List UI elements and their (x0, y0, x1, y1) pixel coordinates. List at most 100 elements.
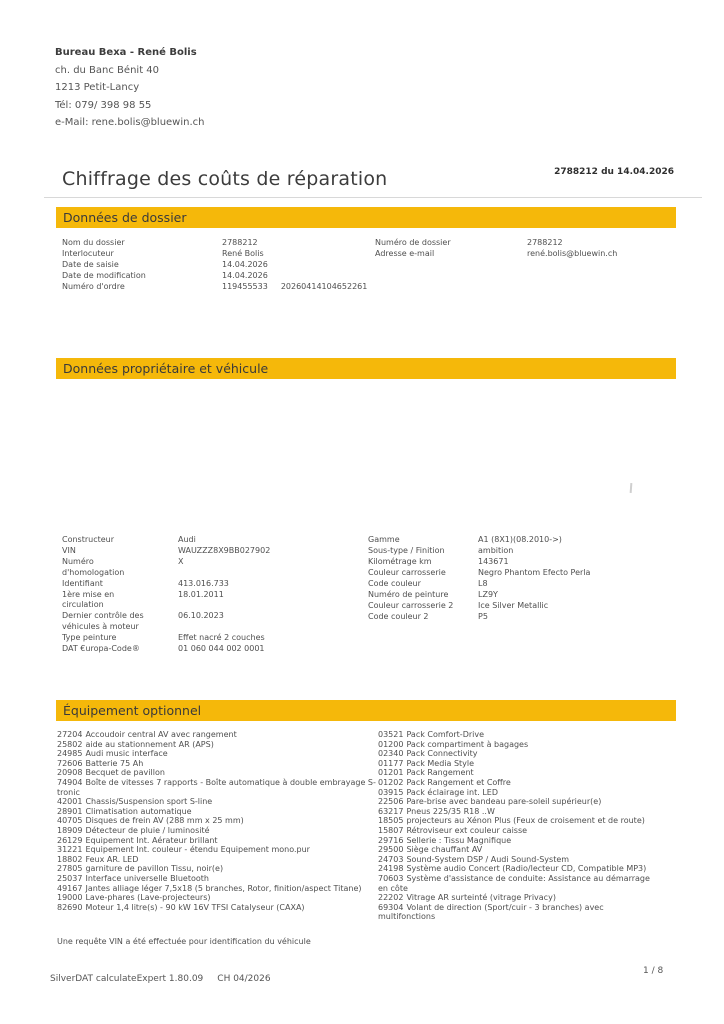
field-row: Code couleur L8 (368, 579, 668, 590)
field-row: Adresse e-mail rené.bolis@bluewin.ch (375, 249, 675, 260)
equipment-code: 69304 (378, 902, 404, 912)
field-value-secondary: 20260414104652261 (280, 282, 368, 291)
field-label: Numéro d'homologation (62, 557, 125, 577)
title-divider (44, 197, 702, 198)
equipment-item: 25037 Interface universelle Bluetooth (57, 874, 379, 884)
equipment-list-right: 03521 Pack Comfort-Drive 01200 Pack compar… (378, 730, 660, 922)
field-label: DAT €uropa-Code® (62, 643, 140, 653)
sender-phone: Tél: 079/ 398 98 55 (55, 99, 152, 111)
equipment-item: 40705 Disques de frein AV (288 mm x 25 mm… (57, 816, 379, 826)
field-label: Nom du dossier (62, 238, 125, 247)
equipment-code: 82690 (57, 902, 83, 912)
page-number: 1 / 8 (643, 966, 664, 976)
equipment-label: Boîte de vitesses 7 rapports - Boîte aut… (57, 777, 376, 797)
field-row: Numéro de peinture LZ9Y (368, 590, 668, 601)
equipment-item: 18802 Feux AR. LED (57, 855, 379, 865)
equipment-label: Pack Rangement (406, 768, 474, 778)
equipment-item: 29716 Sellerie : Tissu Magnifique (378, 836, 660, 846)
field-label: Adresse e-mail (375, 249, 435, 258)
equipment-item: 01200 Pack compartiment à bagages (378, 740, 660, 750)
field-value: rené.bolis@bluewin.ch (527, 249, 618, 258)
equipment-code: 42001 (57, 797, 83, 807)
document-reference: 2788212 du 14.04.2026 (554, 167, 674, 177)
equipment-label: Pack éclairage int. LED (406, 787, 498, 797)
field-label: 1ère mise en circulation (62, 589, 115, 610)
field-row: Sous-type / Finition ambition (368, 546, 668, 557)
field-value: Effet nacré 2 couches (178, 632, 265, 642)
sender-city: 1213 Petit-Lancy (55, 82, 140, 93)
equipment-code: 27805 (57, 864, 83, 874)
footer-app-info: SilverDAT calculateExpert 1.80.09 CH 04/2… (50, 974, 271, 984)
equipment-item: 02340 Pack Connectivity (378, 749, 660, 759)
equipment-label: Détecteur de pluie / luminosité (85, 825, 210, 835)
equipment-item: 72606 Batterie 75 Ah (57, 759, 379, 769)
equipment-label: Pare-brise avec bandeau pare-soleil supé… (406, 797, 602, 807)
equipment-item: 69304 Volant de direction (Sport/cuir - 3… (378, 903, 660, 922)
equipment-label: Siège chauffant AV (406, 845, 483, 855)
equipment-label: Système audio Concert (Radio/lecteur CD,… (406, 864, 647, 874)
field-row: Date de modification 14.04.2026 (62, 271, 367, 282)
field-value: L8 (478, 579, 488, 588)
equipment-item: 31221 Equipement Int. couleur - étendu Eq… (57, 845, 379, 855)
section-header-equipment-label: Équipement optionnel (63, 703, 202, 718)
field-label: Type peinture (62, 632, 117, 642)
equipment-code: 01202 (378, 777, 404, 787)
equipment-item: 42001 Chassis/Suspension sport S-line (57, 797, 379, 807)
equipment-code: 49167 (57, 883, 83, 893)
field-value: ambition (478, 546, 514, 555)
equipment-code: 31221 (57, 845, 83, 855)
equipment-label: Pack compartiment à bagages (406, 739, 529, 749)
equipment-code: 22506 (378, 797, 404, 807)
field-label: VIN (62, 546, 76, 555)
faint-artifact-mark (629, 482, 633, 494)
equipment-label: Pack Comfort-Drive (406, 730, 485, 739)
equipment-label: Pack Media Style (406, 758, 475, 768)
equipment-item: 29500 Siège chauffant AV (378, 845, 660, 855)
equipment-code: 25037 (57, 873, 83, 883)
field-label: Date de saisie (62, 260, 119, 269)
field-row: Nom du dossier 2788212 (62, 238, 367, 249)
field-label: Date de modification (62, 271, 146, 280)
field-label: Identifiant (62, 578, 103, 588)
equipment-label: Volant de direction (Sport/cuir - 3 bran… (378, 902, 604, 922)
field-label: Couleur carrosserie (368, 568, 446, 577)
field-row: Date de saisie 14.04.2026 (62, 260, 367, 271)
equipment-label: Chassis/Suspension sport S-line (85, 797, 213, 807)
equipment-label: Pack Connectivity (406, 749, 478, 759)
equipment-code: 19000 (57, 893, 83, 903)
equipment-code: 01201 (378, 768, 404, 778)
field-value: X (178, 557, 184, 566)
field-value: Negro Phantom Efecto Perla (478, 568, 591, 577)
field-row: Numéro d'homologation X (62, 557, 367, 578)
equipment-label: Système d'assistance de conduite: Assist… (378, 873, 650, 893)
equipment-item: 74904 Boîte de vitesses 7 rapports - Boît… (57, 778, 379, 797)
section-header-equipment: Équipement optionnel (56, 700, 676, 721)
field-row: Interlocuteur René Bolis (62, 249, 367, 260)
footer-app-version: SilverDAT calculateExpert 1.80.09 (50, 974, 204, 984)
equipment-label: Sellerie : Tissu Magnifique (406, 835, 512, 845)
field-value: 14.04.2026 (222, 271, 268, 280)
field-row: 1ère mise en circulation 18.01.2011 (62, 590, 367, 611)
field-value: Ice Silver Metallic (478, 601, 549, 610)
equipment-item: 18505 projecteurs au Xénon Plus (Feux de … (378, 816, 660, 826)
equipment-item: 20908 Becquet de pavillon (57, 768, 379, 778)
sender-block: Bureau Bexa - René Bolis ch. du Banc Bén… (55, 44, 205, 132)
equipment-code: 03915 (378, 787, 404, 797)
equipment-code: 74904 (57, 777, 83, 787)
equipment-code: 63217 (378, 806, 404, 816)
field-label: Numéro de peinture (368, 590, 449, 599)
field-row: Gamme A1 (8X1)(08.2010->) (368, 535, 668, 546)
equipment-item: 01177 Pack Media Style (378, 759, 660, 769)
field-row: Type peinture Effet nacré 2 couches (62, 633, 367, 644)
equipment-label: Rétroviseur ext couleur caisse (406, 825, 528, 835)
field-value: P5 (478, 612, 488, 621)
field-row: Dernier contrôle des véhicules à moteur … (62, 611, 367, 632)
equipment-code: 40705 (57, 816, 83, 826)
equipment-code: 24198 (378, 864, 404, 874)
equipment-code: 24985 (57, 749, 83, 759)
field-value: 18.01.2011 (178, 589, 224, 599)
field-value: 01 060 044 002 0001 (178, 643, 265, 653)
equipment-item: 22202 Vitrage AR surteinté (vitrage Priva… (378, 893, 660, 903)
field-value: A1 (8X1)(08.2010->) (478, 535, 562, 544)
equipment-label: Pneus 225/35 R18 ..W (406, 806, 495, 816)
